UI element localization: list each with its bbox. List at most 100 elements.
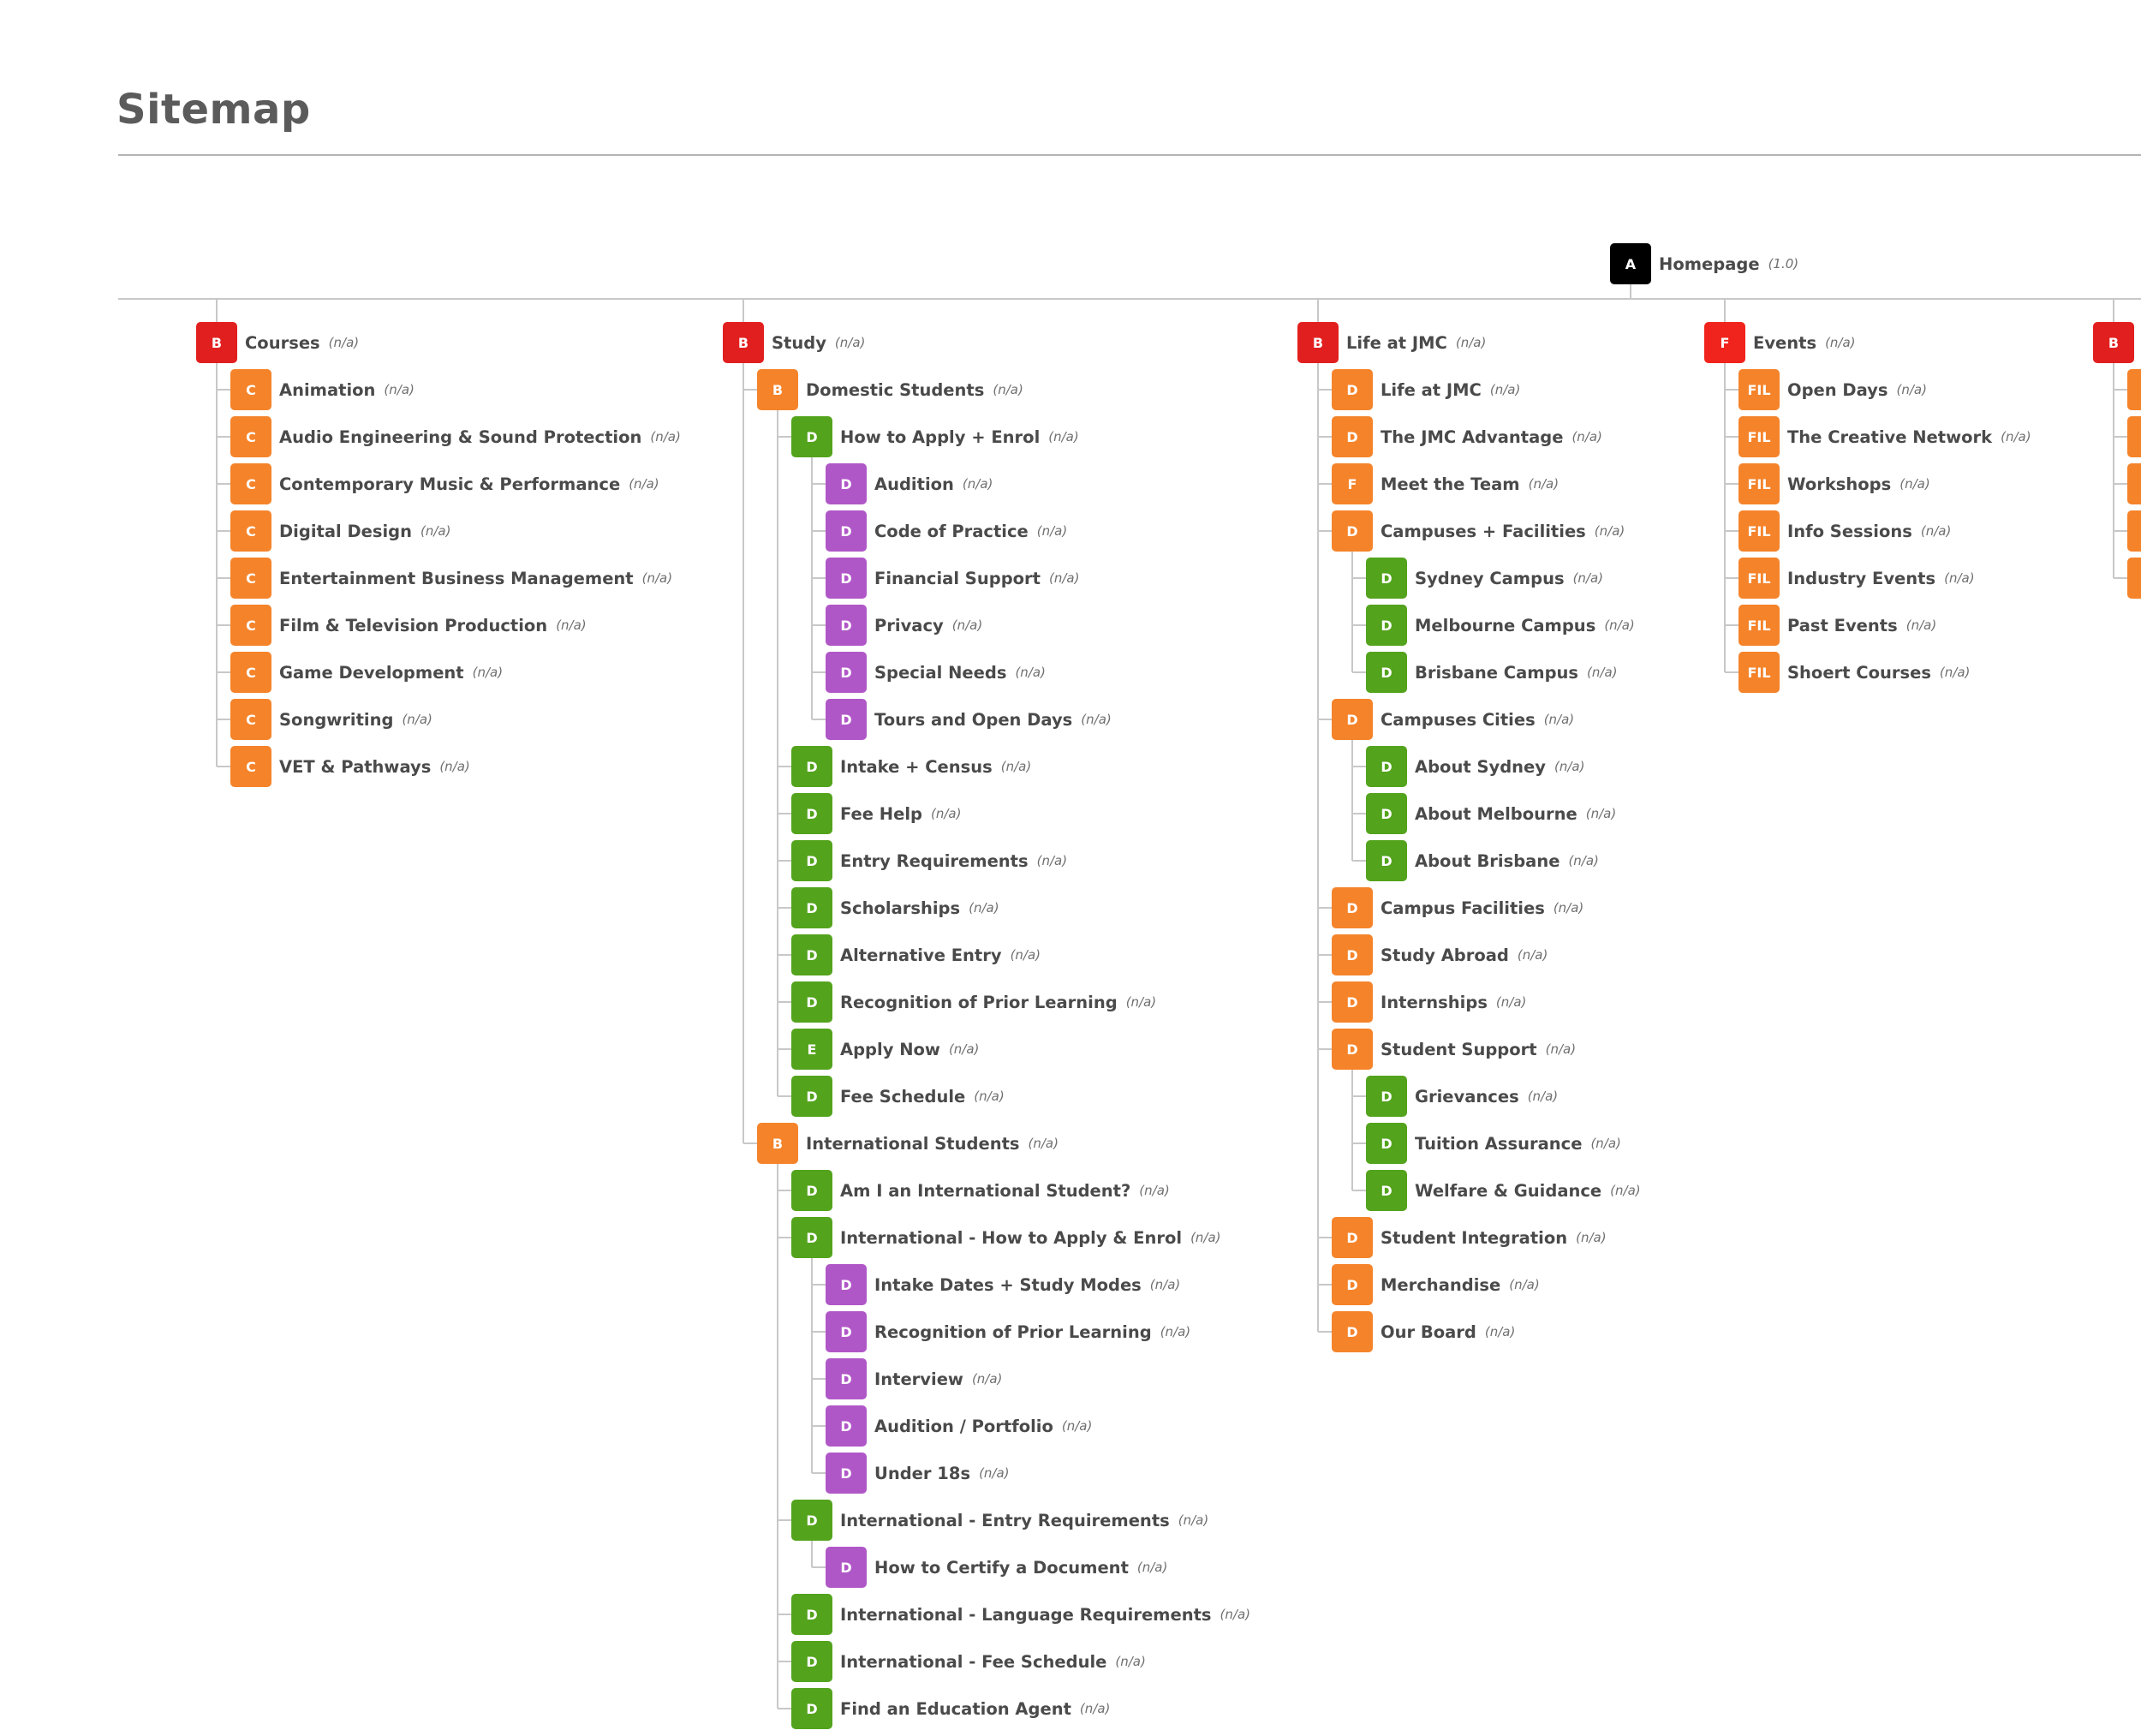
sitemap-node[interactable] (2127, 510, 2141, 552)
sitemap-node[interactable]: D Sydney Campus (n/a) (1366, 558, 1603, 599)
sitemap-node[interactable]: D International - Fee Schedule (n/a) (791, 1641, 1146, 1682)
sitemap-node[interactable]: D Under 18s (n/a) (826, 1453, 1010, 1494)
sitemap-node[interactable]: D Study Abroad (n/a) (1332, 934, 1548, 975)
sitemap-node[interactable]: FIL Workshops (n/a) (1738, 463, 1930, 504)
sitemap-node[interactable]: D About Melbourne (n/a) (1366, 793, 1616, 834)
node-label: Homepage (1659, 254, 1760, 274)
node-label: Brisbane Campus (1415, 662, 1579, 683)
node-version: (n/a) (1139, 1183, 1170, 1198)
node-type-badge: D (1366, 605, 1407, 646)
sitemap-node[interactable] (2127, 463, 2141, 504)
node-type-badge: D (1366, 746, 1407, 787)
sitemap-node[interactable]: F Events (n/a) (1704, 322, 1856, 363)
sitemap-node[interactable]: FIL Industry Events (n/a) (1738, 558, 1975, 599)
sitemap-node[interactable]: B Domestic Students (n/a) (757, 369, 1023, 410)
node-type-badge: D (826, 652, 867, 693)
sitemap-node[interactable]: B Courses (n/a) (196, 322, 359, 363)
sitemap-node[interactable]: D Life at JMC (n/a) (1332, 369, 1520, 410)
sitemap-node[interactable]: D Special Needs (n/a) (826, 652, 1046, 693)
node-type-badge: D (791, 746, 832, 787)
node-version: (n/a) (1896, 382, 1927, 397)
sitemap-node[interactable]: C Contemporary Music & Performance (n/a) (230, 463, 659, 504)
node-version: (n/a) (1160, 1324, 1191, 1339)
node-version: (n/a) (1571, 429, 1602, 444)
sitemap-node[interactable]: D Audition (n/a) (826, 463, 993, 504)
sitemap-node[interactable]: FIL Info Sessions (n/a) (1738, 510, 1951, 552)
sitemap-node[interactable]: D Campus Facilities (n/a) (1332, 887, 1583, 928)
node-version: (n/a) (1517, 947, 1548, 963)
sitemap-node[interactable]: D Scholarships (n/a) (791, 887, 999, 928)
sitemap-node[interactable]: D Privacy (n/a) (826, 605, 982, 646)
sitemap-node[interactable]: D Fee Help (n/a) (791, 793, 961, 834)
sitemap-node[interactable]: B Study (n/a) (723, 322, 865, 363)
sitemap-node[interactable]: FIL Shoert Courses (n/a) (1738, 652, 1970, 693)
sitemap-node[interactable]: D Campuses Cities (n/a) (1332, 699, 1574, 740)
sitemap-node[interactable]: D Tuition Assurance (n/a) (1366, 1123, 1621, 1164)
sitemap-node[interactable]: D Internships (n/a) (1332, 981, 1526, 1023)
sitemap-node[interactable]: D Grievances (n/a) (1366, 1076, 1558, 1117)
sitemap-node[interactable]: D Campuses + Facilities (n/a) (1332, 510, 1625, 552)
sitemap-node[interactable]: D Recognition of Prior Learning (n/a) (826, 1311, 1190, 1352)
sitemap-node[interactable]: F Meet the Team (n/a) (1332, 463, 1559, 504)
sitemap-node[interactable]: C Audio Engineering & Sound Protection (n/… (230, 416, 681, 457)
node-version: (n/a) (1081, 712, 1112, 727)
sitemap-node[interactable]: B (2093, 322, 2134, 363)
sitemap-node[interactable]: B International Students (n/a) (757, 1123, 1059, 1164)
sitemap-node[interactable]: D International - Language Requirements (n… (791, 1594, 1250, 1635)
sitemap-node[interactable]: D Intake + Census (n/a) (791, 746, 1031, 787)
node-label: Animation (279, 379, 376, 400)
sitemap-node[interactable]: D Code of Practice (n/a) (826, 510, 1067, 552)
sitemap-node[interactable]: D Recognition of Prior Learning (n/a) (791, 981, 1156, 1023)
sitemap-node[interactable]: D Student Integration (n/a) (1332, 1217, 1607, 1258)
sitemap-node[interactable]: D Audition / Portfolio (n/a) (826, 1405, 1092, 1447)
node-type-badge: D (826, 1264, 867, 1305)
sitemap-node[interactable]: D Welfare & Guidance (n/a) (1366, 1170, 1641, 1211)
node-type-badge: D (1332, 1264, 1373, 1305)
sitemap-node[interactable]: D Tours and Open Days (n/a) (826, 699, 1112, 740)
sitemap-node[interactable]: D Student Support (n/a) (1332, 1029, 1576, 1070)
sitemap-node[interactable]: C Film & Television Production (n/a) (230, 605, 587, 646)
sitemap-node[interactable]: A Homepage (1.0) (1610, 243, 1798, 284)
sitemap-node[interactable]: FIL Past Events (n/a) (1738, 605, 1936, 646)
sitemap-node[interactable]: C Game Development (n/a) (230, 652, 503, 693)
sitemap-node[interactable]: D International - How to Apply & Enrol (n/… (791, 1217, 1221, 1258)
sitemap-node[interactable] (2127, 416, 2141, 457)
sitemap-node[interactable]: D Brisbane Campus (n/a) (1366, 652, 1618, 693)
sitemap-node[interactable]: C Digital Design (n/a) (230, 510, 450, 552)
sitemap-node[interactable]: C VET & Pathways (n/a) (230, 746, 470, 787)
sitemap-node[interactable]: D International - Entry Requirements (n/a) (791, 1500, 1208, 1541)
sitemap-node[interactable]: D Alternative Entry (n/a) (791, 934, 1041, 975)
sitemap-node[interactable]: D Interview (n/a) (826, 1358, 1002, 1399)
sitemap-node[interactable]: D The JMC Advantage (n/a) (1332, 416, 1602, 457)
sitemap-node[interactable] (2127, 369, 2141, 410)
sitemap-node[interactable]: C Entertainment Business Management (n/a) (230, 558, 672, 599)
sitemap-node[interactable]: E Apply Now (n/a) (791, 1029, 979, 1070)
sitemap-node[interactable]: D How to Apply + Enrol (n/a) (791, 416, 1079, 457)
sitemap-node[interactable]: D Merchandise (n/a) (1332, 1264, 1540, 1305)
sitemap-node[interactable]: D How to Certify a Document (n/a) (826, 1547, 1167, 1588)
sitemap-node[interactable]: D Intake Dates + Study Modes (n/a) (826, 1264, 1180, 1305)
sitemap-node[interactable]: C Animation (n/a) (230, 369, 414, 410)
node-version: (n/a) (328, 335, 360, 350)
sitemap-node[interactable]: D Financial Support (n/a) (826, 558, 1079, 599)
node-version: (n/a) (1125, 994, 1157, 1010)
sitemap-node[interactable]: D About Brisbane (n/a) (1366, 840, 1599, 881)
sitemap-node[interactable]: FIL The Creative Network (n/a) (1738, 416, 2031, 457)
sitemap-node[interactable]: FIL Open Days (n/a) (1738, 369, 1927, 410)
sitemap-node[interactable]: D Our Board (n/a) (1332, 1311, 1515, 1352)
sitemap-node[interactable]: D Am I an International Student? (n/a) (791, 1170, 1170, 1211)
sitemap-node[interactable] (2127, 558, 2141, 599)
node-version: (n/a) (402, 712, 432, 727)
sitemap-node[interactable]: D Find an Education Agent (n/a) (791, 1688, 1110, 1729)
node-label: Game Development (279, 662, 464, 683)
sitemap-node[interactable]: D Entry Requirements (n/a) (791, 840, 1067, 881)
sitemap-node[interactable]: D Fee Schedule (n/a) (791, 1076, 1005, 1117)
sitemap-node[interactable]: C Songwriting (n/a) (230, 699, 432, 740)
sitemap-node[interactable]: D About Sydney (n/a) (1366, 746, 1584, 787)
sitemap-node[interactable]: D Melbourne Campus (n/a) (1366, 605, 1635, 646)
node-version: (n/a) (834, 335, 866, 350)
node-type-badge: B (1297, 322, 1339, 363)
sitemap-node[interactable]: B Life at JMC (n/a) (1297, 322, 1486, 363)
node-version: (n/a) (1190, 1230, 1221, 1245)
node-type-badge: FIL (1738, 369, 1780, 410)
